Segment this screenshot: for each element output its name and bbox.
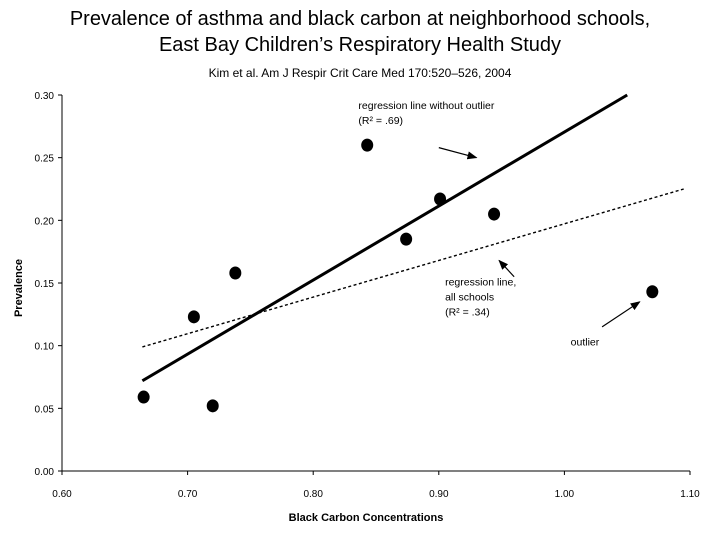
y-axis-title: Prevalence [13,259,25,317]
x-tick-label: 1.00 [555,489,575,500]
title-line-1: Prevalence of asthma and black carbon at… [69,8,651,30]
data-point [206,399,219,413]
y-tick-label: 0.25 [35,154,55,165]
title-line-2: East Bay Children’s Respiratory Health S… [158,34,562,56]
citation: Kim et al. Am J Respir Crit Care Med 170… [208,66,512,80]
x-tick-label: 0.70 [178,489,198,500]
annotation-label: (R² = .69) [358,115,403,127]
x-tick-label: 0.80 [303,489,323,500]
chart-title: Prevalence of asthma and black carbon at… [0,6,720,58]
y-tick-label: 0.20 [35,216,55,227]
y-tick-label: 0.10 [35,342,55,353]
x-tick-label: 1.10 [680,489,700,500]
x-tick-label: 0.60 [52,489,72,500]
regression-line-without-outlier [141,93,628,383]
annotation-label: (R² = .34) [445,307,490,319]
y-tick-label: 0.05 [35,404,55,415]
x-axis-title: Black Carbon Concentrations [289,512,444,524]
x-tick-label: 0.90 [429,489,449,500]
annotation-arrow [601,301,641,328]
y-tick-label: 0.30 [35,91,55,102]
y-tick-label: 0.15 [35,279,55,290]
regression-line-all-schools [142,188,684,348]
annotation-arrow [438,147,478,160]
data-point [646,285,659,299]
data-point [361,138,374,152]
annotation-label: outlier [571,337,600,349]
data-point [400,232,413,246]
y-tick-label: 0.00 [35,467,55,478]
annotation-arrow [498,259,515,278]
annotation-label: regression line without outlier [358,100,494,112]
annotation-label: all schools [445,292,494,304]
annotation-label: regression line, [445,277,516,289]
data-point [187,310,200,324]
data-point [434,192,447,206]
data-point [488,207,501,221]
data-point [229,266,242,280]
data-point [137,390,150,404]
